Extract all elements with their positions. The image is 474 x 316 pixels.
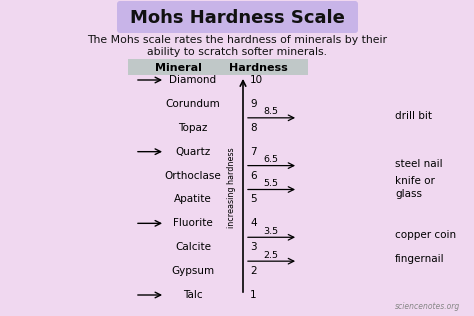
Text: steel nail: steel nail: [395, 159, 443, 169]
Text: sciencenotes.org: sciencenotes.org: [395, 302, 460, 311]
Text: drill bit: drill bit: [395, 111, 432, 121]
Text: increasing hardness: increasing hardness: [228, 147, 237, 228]
Text: Fluorite: Fluorite: [173, 218, 213, 228]
Text: 9: 9: [250, 99, 256, 109]
Text: Gypsum: Gypsum: [172, 266, 215, 276]
Text: The Mohs scale rates the hardness of minerals by their: The Mohs scale rates the hardness of min…: [87, 35, 387, 45]
Text: Hardness: Hardness: [228, 63, 287, 73]
FancyBboxPatch shape: [117, 1, 358, 33]
Text: Orthoclase: Orthoclase: [164, 171, 221, 180]
Text: 1: 1: [250, 290, 256, 300]
Text: 5.5: 5.5: [263, 179, 278, 188]
Text: Diamond: Diamond: [169, 75, 217, 85]
Text: Mineral: Mineral: [155, 63, 201, 73]
FancyBboxPatch shape: [128, 59, 308, 75]
Text: 6.5: 6.5: [263, 155, 278, 164]
Text: knife or
glass: knife or glass: [395, 176, 435, 199]
Text: fingernail: fingernail: [395, 254, 445, 264]
Text: 2: 2: [250, 266, 256, 276]
Text: 8.5: 8.5: [263, 107, 278, 116]
Text: 5: 5: [250, 194, 256, 204]
Text: copper coin: copper coin: [395, 230, 456, 240]
Text: Talc: Talc: [183, 290, 203, 300]
Text: ability to scratch softer minerals.: ability to scratch softer minerals.: [147, 47, 327, 57]
Text: 6: 6: [250, 171, 256, 180]
Text: Apatite: Apatite: [174, 194, 212, 204]
Text: 8: 8: [250, 123, 256, 133]
Text: Quartz: Quartz: [175, 147, 210, 157]
Text: Corundum: Corundum: [165, 99, 220, 109]
Text: 4: 4: [250, 218, 256, 228]
Text: Calcite: Calcite: [175, 242, 211, 252]
Text: 2.5: 2.5: [263, 251, 278, 260]
Text: Mohs Hardness Scale: Mohs Hardness Scale: [129, 9, 345, 27]
Text: 3.5: 3.5: [263, 227, 278, 236]
Text: Topaz: Topaz: [178, 123, 208, 133]
Text: 7: 7: [250, 147, 256, 157]
Text: 3: 3: [250, 242, 256, 252]
Text: 10: 10: [250, 75, 263, 85]
